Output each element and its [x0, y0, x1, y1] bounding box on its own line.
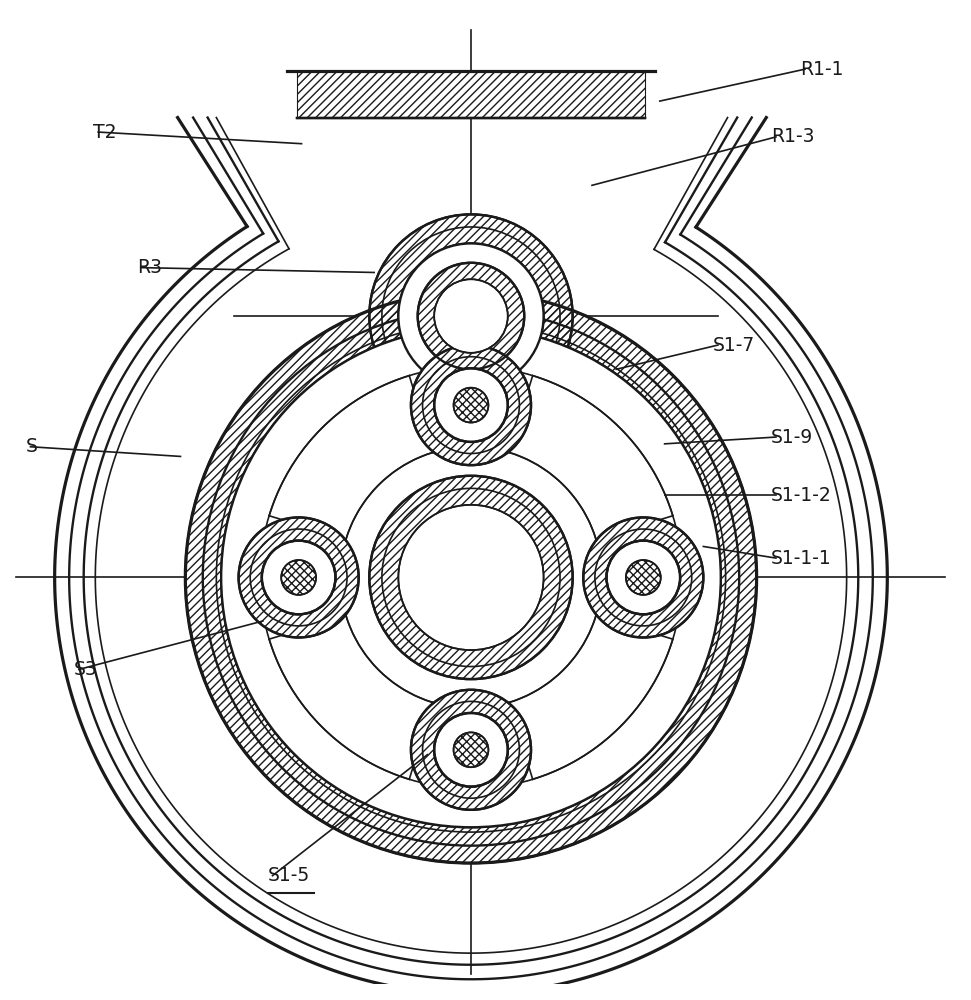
Circle shape: [398, 243, 544, 389]
Circle shape: [584, 517, 703, 637]
Circle shape: [369, 214, 573, 418]
Text: T2: T2: [93, 123, 117, 142]
Circle shape: [607, 541, 680, 614]
Circle shape: [434, 713, 508, 787]
Circle shape: [221, 328, 720, 827]
Circle shape: [398, 505, 544, 650]
Text: R1-3: R1-3: [771, 127, 815, 146]
Circle shape: [418, 263, 524, 369]
Text: S3: S3: [74, 660, 98, 679]
Circle shape: [453, 388, 488, 423]
Circle shape: [434, 368, 508, 442]
Circle shape: [434, 368, 508, 442]
Text: S1-9: S1-9: [771, 428, 814, 447]
Circle shape: [262, 541, 335, 614]
Circle shape: [398, 243, 544, 389]
Text: S1-7: S1-7: [713, 336, 755, 355]
Circle shape: [411, 690, 531, 810]
Circle shape: [411, 345, 531, 465]
Text: S1-5: S1-5: [268, 866, 310, 885]
Text: R3: R3: [137, 258, 162, 277]
Text: S: S: [25, 437, 38, 456]
Circle shape: [282, 560, 317, 595]
Circle shape: [434, 713, 508, 787]
Text: R1-1: R1-1: [800, 60, 844, 79]
Bar: [297, 71, 646, 118]
Text: S1-1-1: S1-1-1: [771, 549, 832, 568]
Circle shape: [607, 541, 680, 614]
Circle shape: [369, 476, 573, 679]
Circle shape: [453, 732, 488, 767]
Bar: [297, 71, 646, 118]
Circle shape: [239, 517, 358, 637]
Circle shape: [434, 279, 508, 353]
Circle shape: [626, 560, 660, 595]
Circle shape: [185, 292, 756, 863]
Text: S1-1-2: S1-1-2: [771, 486, 832, 505]
Circle shape: [262, 541, 335, 614]
